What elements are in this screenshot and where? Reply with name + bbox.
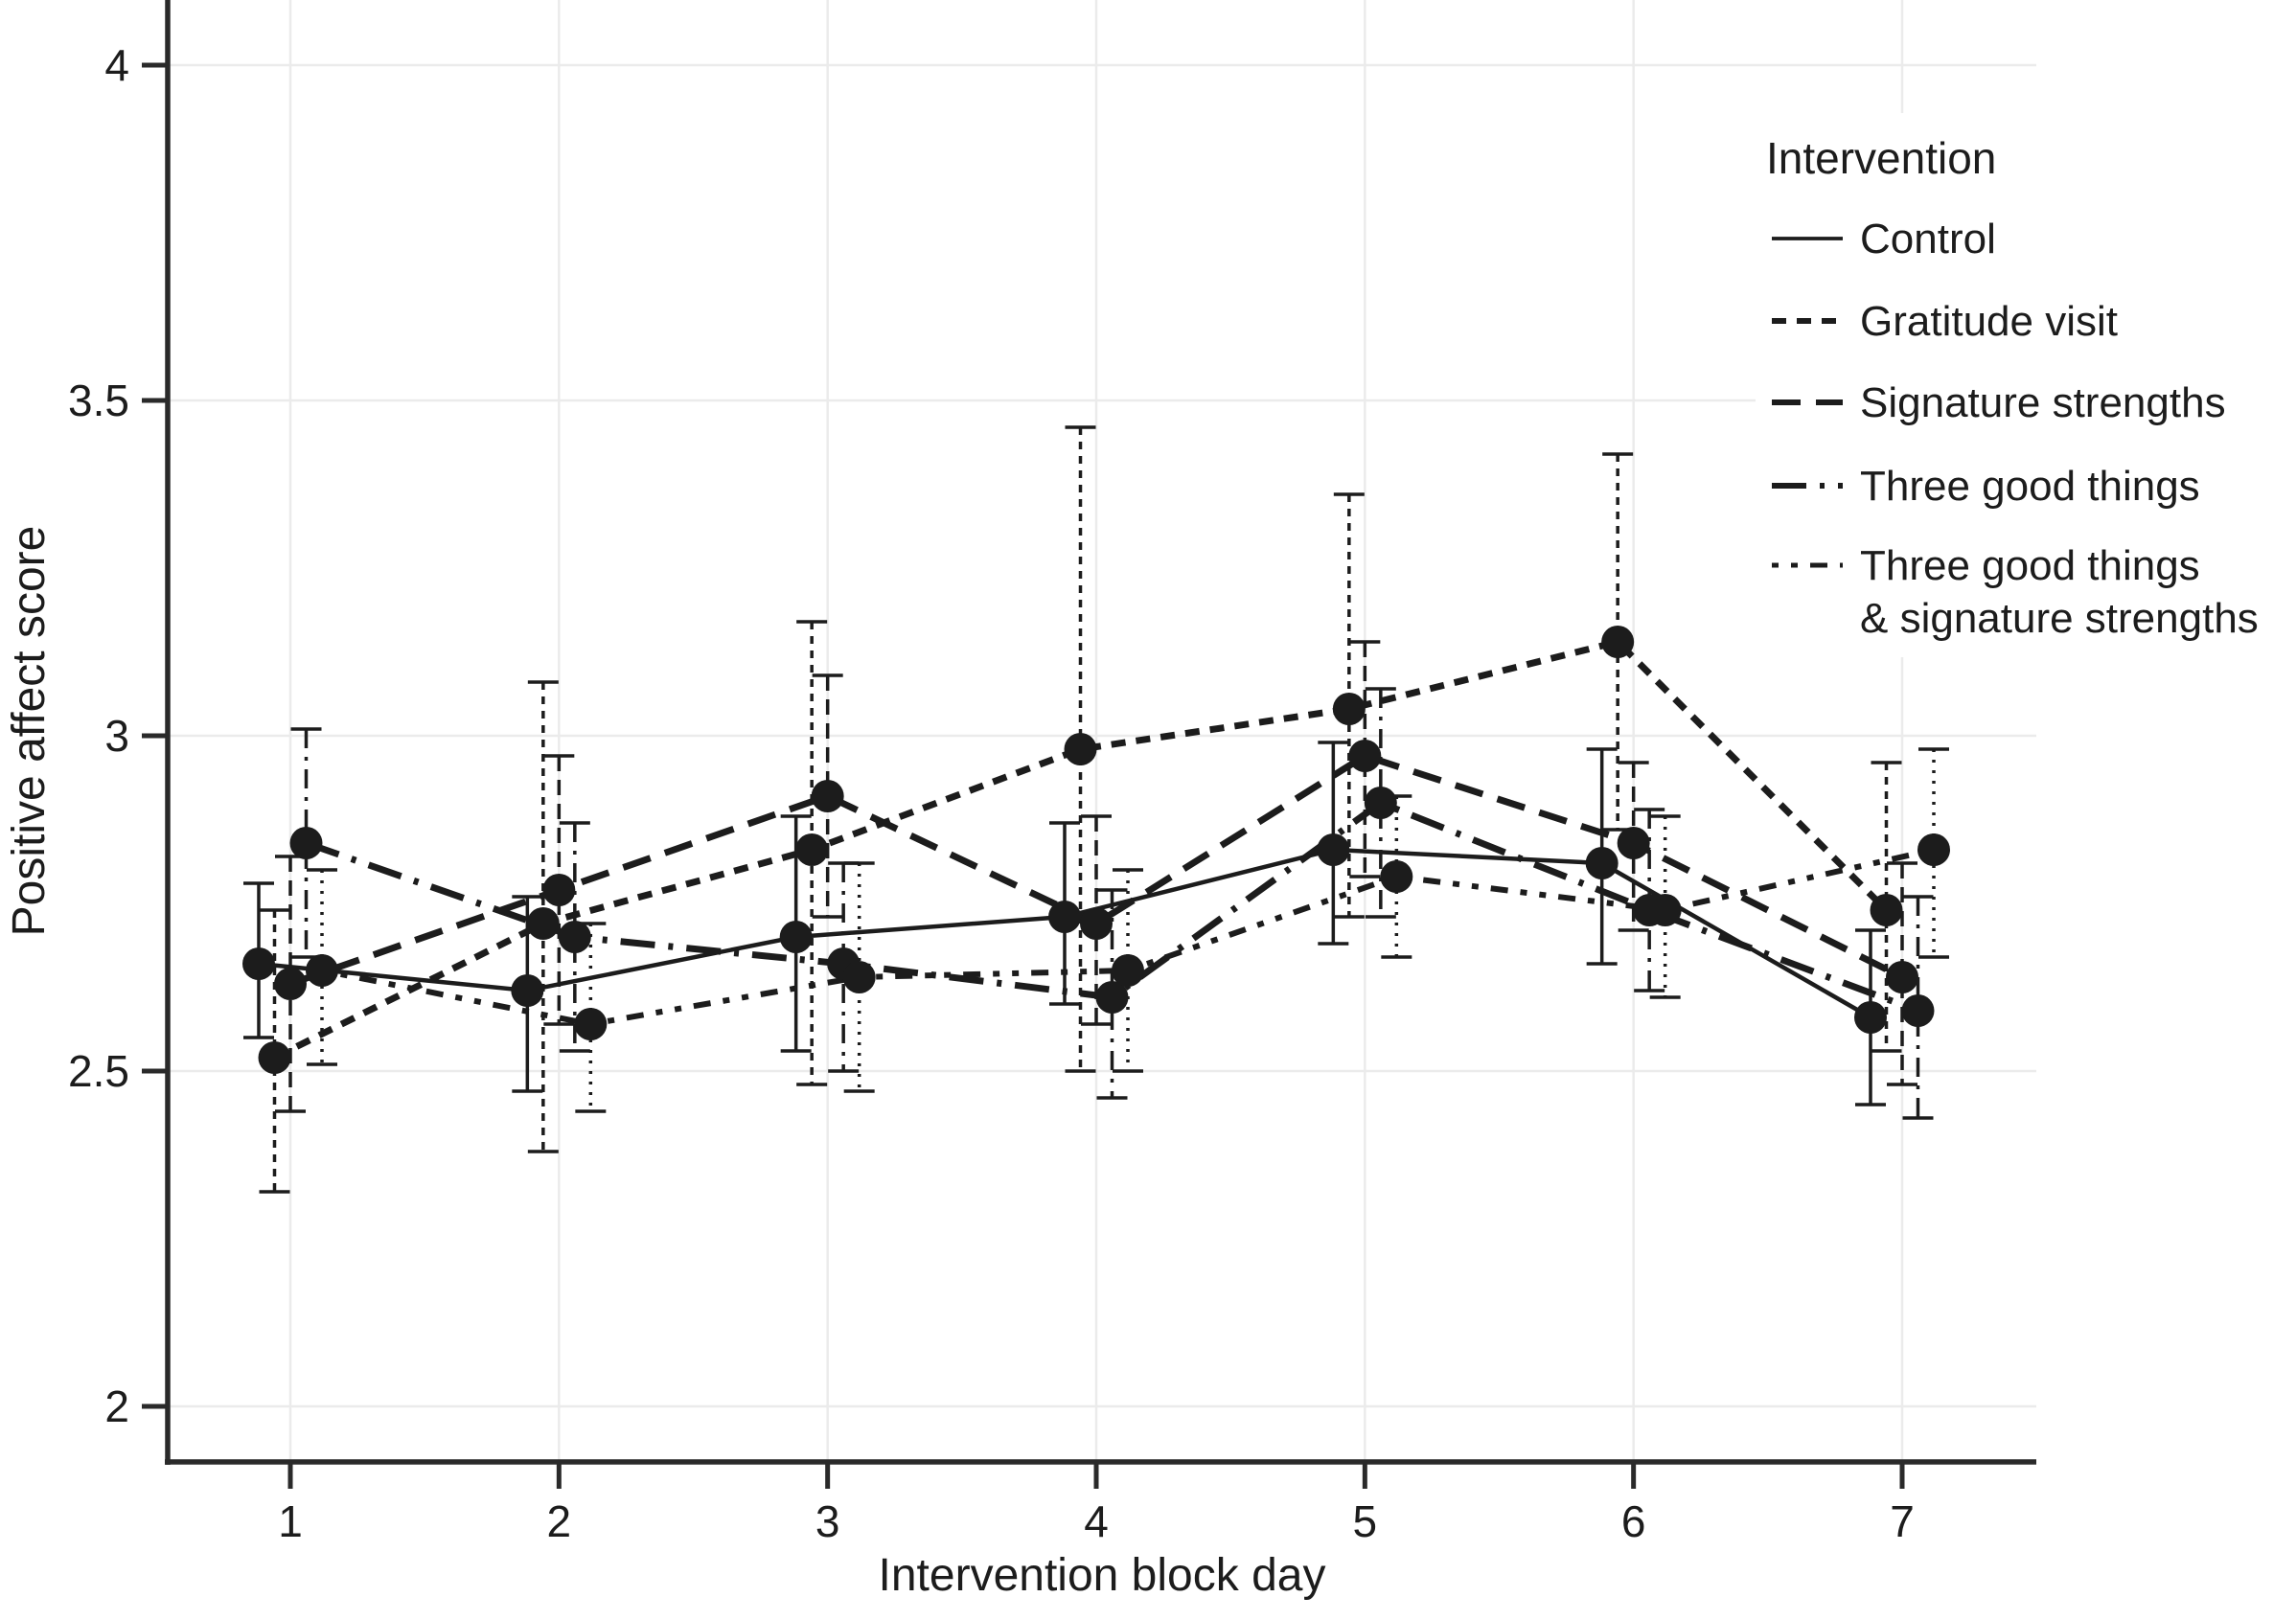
- y-tick-label-3: 3: [104, 711, 129, 761]
- data-point-three-good-things-day-5: [1364, 787, 1397, 819]
- x-tick-label-day-1: 1: [278, 1496, 303, 1546]
- x-axis-title: Intervention block day: [879, 1550, 1326, 1601]
- legend-background: [1756, 113, 2296, 657]
- data-point-gratitude-visit-day-5: [1332, 693, 1366, 725]
- data-point-control-day-7: [1854, 1001, 1887, 1034]
- x-tick-label-day-2: 2: [547, 1496, 572, 1546]
- y-tick-label-2.5: 2.5: [68, 1046, 129, 1096]
- data-point-gratitude-visit-day-4: [1064, 733, 1097, 765]
- legend-item-three-good-things: Three good things: [1772, 463, 2200, 510]
- data-point-signature-strengths-day-4: [1080, 907, 1113, 940]
- legend-label-three-good-things-signature-strengths: Three good things & signature strengths: [1860, 542, 2259, 642]
- data-point-signature-strengths-day-7: [1886, 961, 1918, 993]
- data-point-control-day-6: [1585, 847, 1619, 879]
- x-tick-label-day-6: 6: [1621, 1496, 1646, 1546]
- data-point-three-good-things-signature-strengths-day-1: [306, 954, 338, 987]
- data-point-three-good-things-signature-strengths-day-4: [1112, 954, 1144, 987]
- legend-label-three-good-things: Three good things: [1860, 463, 2200, 510]
- y-tick-label-2: 2: [104, 1381, 129, 1431]
- data-point-three-good-things-signature-strengths-day-6: [1648, 894, 1682, 926]
- data-point-control-day-3: [779, 921, 813, 953]
- legend-item-three-good-things-signature-strengths: Three good things & signature strengths: [1772, 542, 2259, 642]
- y-tick-label-4: 4: [104, 40, 129, 90]
- data-point-three-good-things-signature-strengths-day-3: [842, 961, 876, 993]
- data-point-three-good-things-signature-strengths-day-2: [574, 1008, 608, 1040]
- data-point-three-good-things-signature-strengths-day-5: [1380, 860, 1413, 893]
- legend-item-gratitude-visit: Gratitude visit: [1772, 298, 2118, 345]
- legend-label-control: Control: [1860, 216, 1996, 262]
- data-point-gratitude-visit-day-2: [526, 907, 560, 940]
- data-point-gratitude-visit-day-1: [258, 1041, 291, 1074]
- y-tick-label-3.5: 3.5: [68, 376, 129, 425]
- legend-title: Intervention: [1766, 133, 1996, 183]
- data-point-signature-strengths-day-3: [811, 780, 844, 812]
- data-point-three-good-things-day-2: [558, 921, 591, 953]
- legend: Intervention Control Gratitude visit Signa…: [1756, 113, 2296, 657]
- data-point-signature-strengths-day-5: [1348, 740, 1382, 772]
- data-point-three-good-things-signature-strengths-day-7: [1917, 833, 1950, 866]
- data-point-gratitude-visit-day-7: [1870, 894, 1903, 926]
- axis-layer: 2 2.5 3 3.5 4 1 2 3 4 5 6 7: [68, 0, 2036, 1546]
- data-point-control-day-1: [242, 947, 275, 980]
- data-point-signature-strengths-day-6: [1617, 827, 1650, 859]
- x-tick-label-day-4: 4: [1084, 1496, 1109, 1546]
- x-tick-label-day-5: 5: [1353, 1496, 1378, 1546]
- data-point-control-day-5: [1317, 833, 1350, 866]
- data-point-three-good-things-day-4: [1095, 981, 1129, 1014]
- data-point-three-good-things-day-1: [289, 827, 323, 859]
- legend-items: Control Gratitude visit Signature strength…: [1772, 216, 2259, 642]
- data-point-control-day-2: [511, 974, 544, 1007]
- legend-item-signature-strengths: Signature strengths: [1772, 379, 2226, 426]
- data-point-signature-strengths-day-2: [542, 874, 576, 906]
- x-tick-label-day-3: 3: [815, 1496, 840, 1546]
- x-tick-label-day-7: 7: [1890, 1496, 1915, 1546]
- data-point-gratitude-visit-day-3: [795, 833, 829, 866]
- data-point-layer: [242, 626, 1950, 1074]
- y-axis-title: Positive affect score: [4, 526, 55, 937]
- legend-label-signature-strengths: Signature strengths: [1860, 379, 2226, 426]
- data-point-signature-strengths-day-1: [274, 968, 307, 1000]
- data-point-gratitude-visit-day-6: [1601, 626, 1635, 658]
- data-point-control-day-4: [1048, 901, 1081, 933]
- data-point-three-good-things-day-7: [1901, 994, 1935, 1027]
- legend-item-control: Control: [1772, 216, 1996, 262]
- legend-label-gratitude-visit: Gratitude visit: [1860, 298, 2118, 345]
